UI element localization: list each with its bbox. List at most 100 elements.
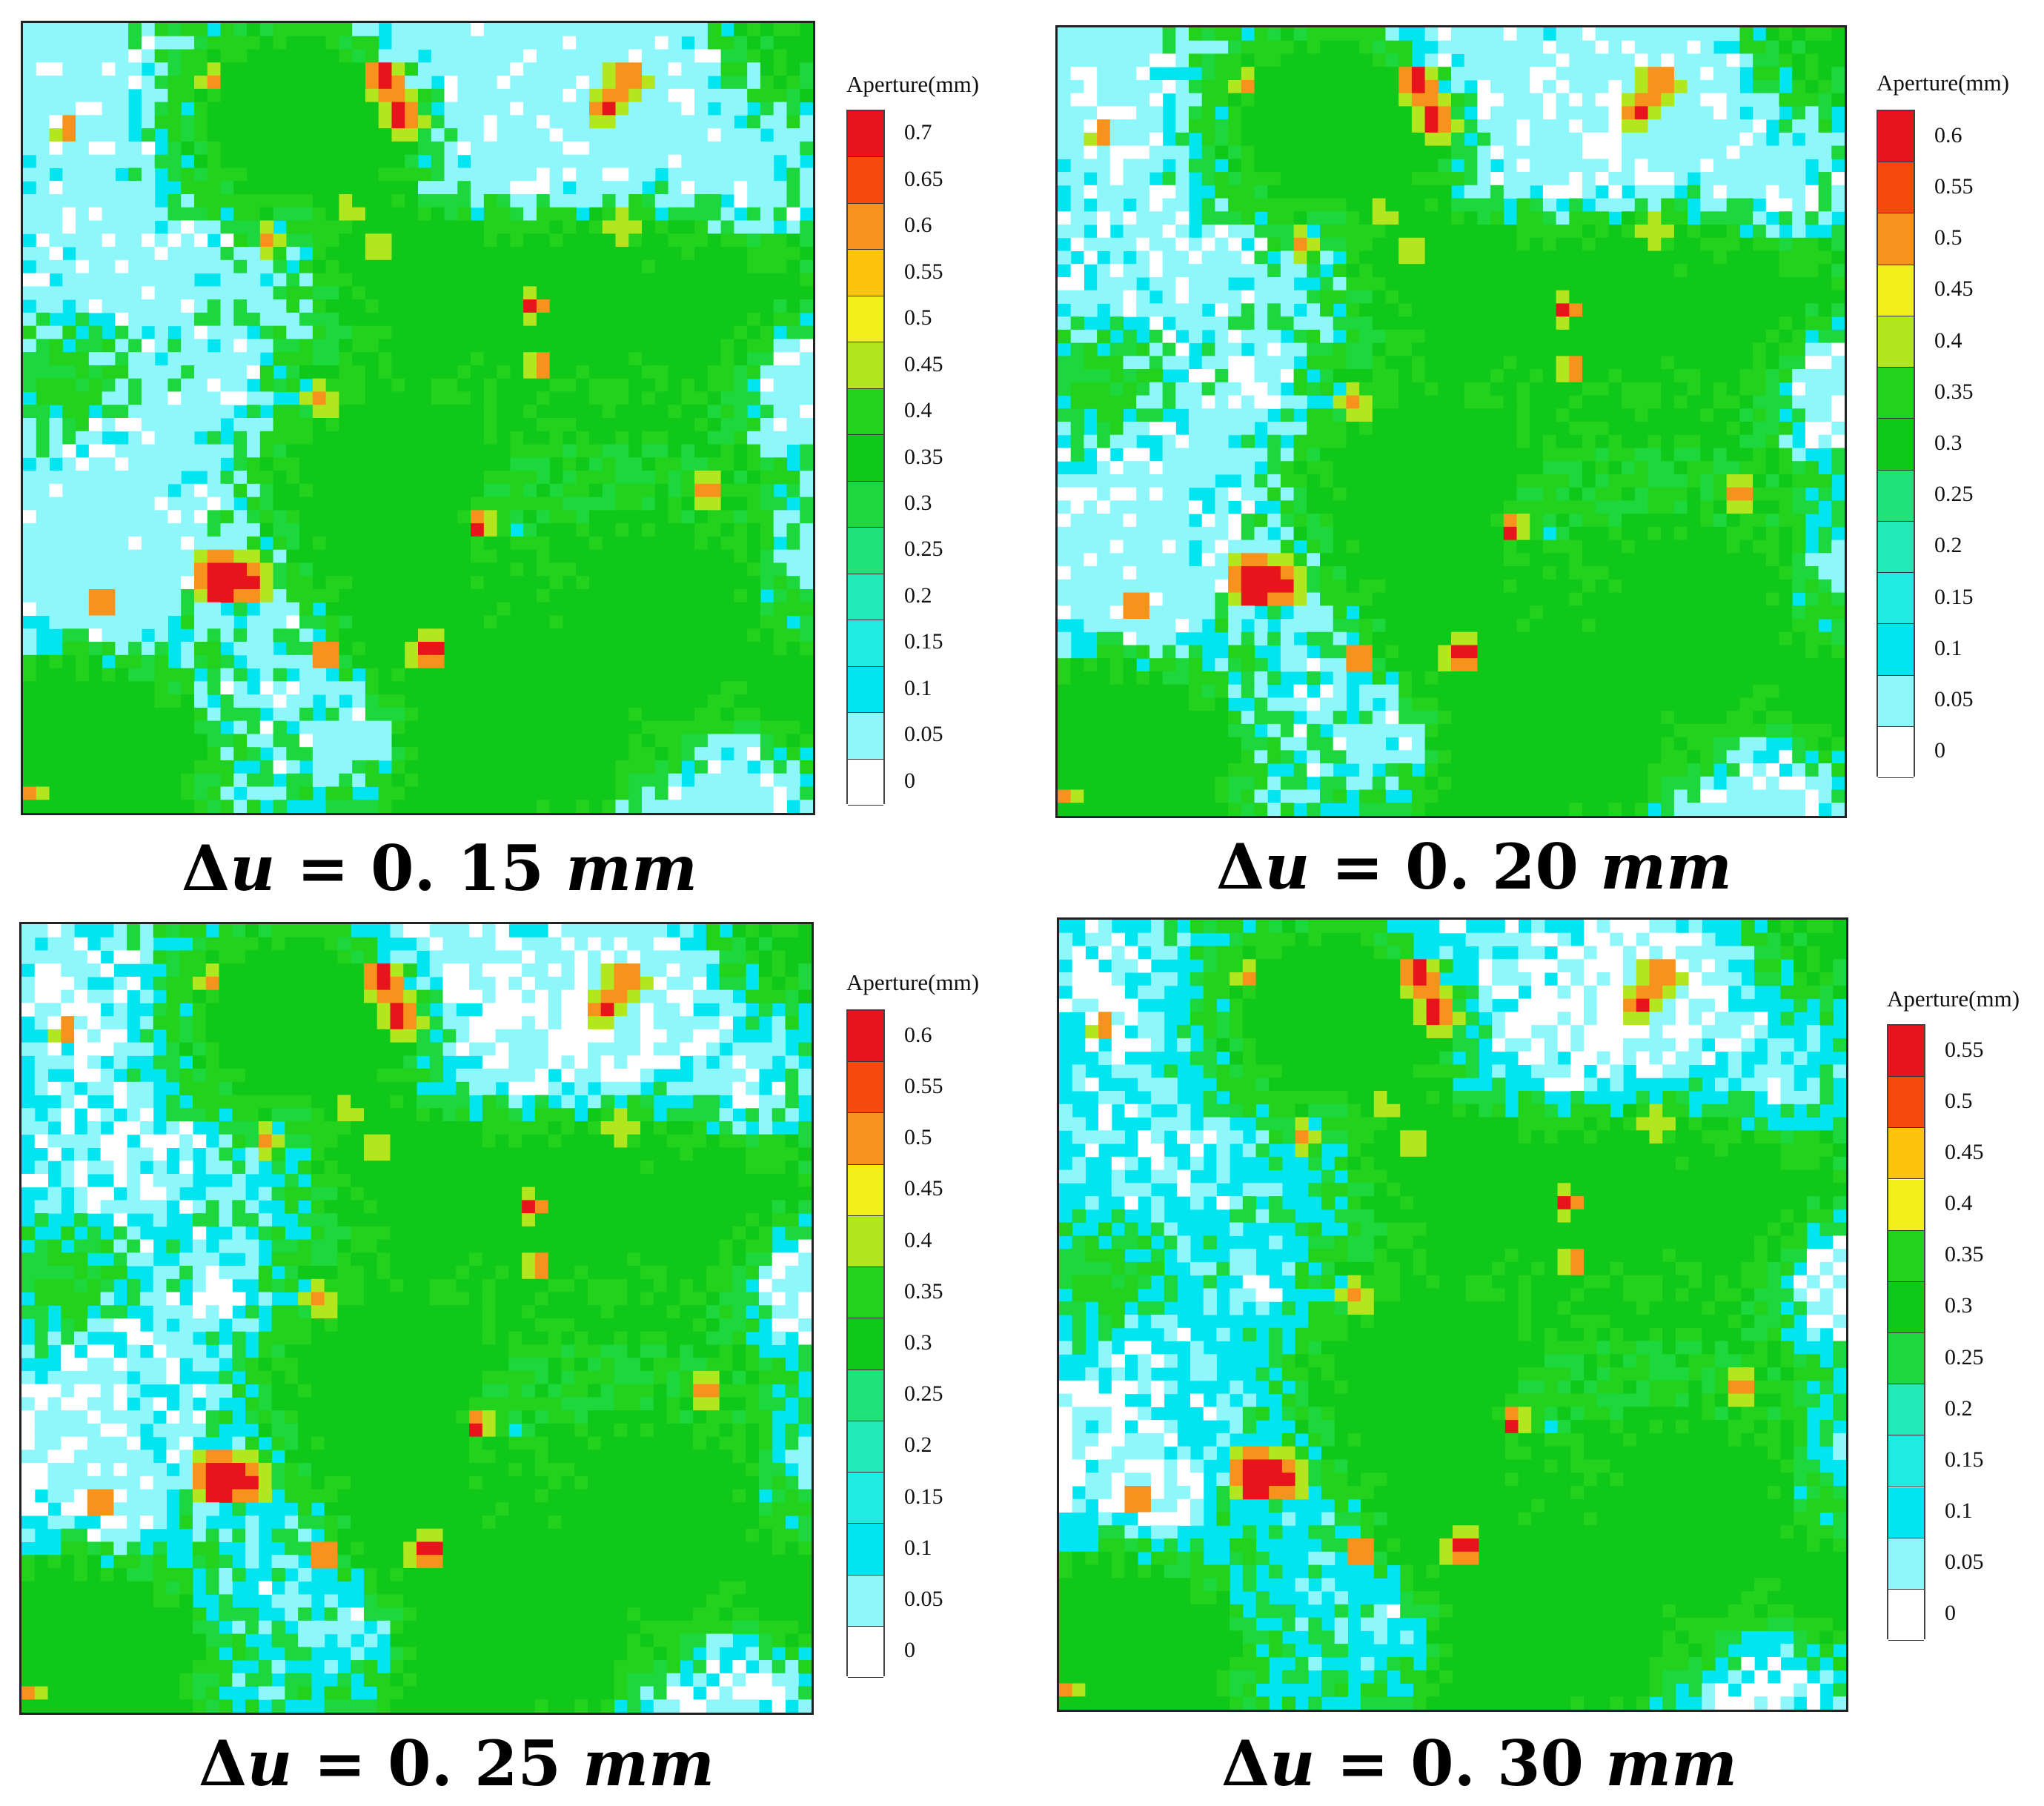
contour-cell xyxy=(365,339,379,353)
contour-cell xyxy=(681,181,695,195)
contour-cell xyxy=(668,378,682,393)
contour-cell xyxy=(325,88,339,103)
contour-cell xyxy=(1189,93,1203,107)
contour-cell xyxy=(1109,67,1124,81)
contour-cell xyxy=(1516,250,1530,265)
contour-cell xyxy=(115,391,129,405)
contour-cell xyxy=(62,549,76,563)
contour-cell xyxy=(576,325,590,339)
contour-cell xyxy=(325,720,339,734)
contour-cell xyxy=(549,786,563,800)
contour-cell xyxy=(1503,132,1518,147)
contour-cell xyxy=(1726,290,1740,304)
contour-cell xyxy=(1201,382,1215,396)
contour-cell xyxy=(457,642,471,656)
contour-cell xyxy=(760,694,774,708)
contour-cell xyxy=(510,391,524,405)
contour-cell xyxy=(747,49,761,63)
contour-cell xyxy=(1779,250,1793,265)
contour-cell xyxy=(247,259,261,274)
contour-cell xyxy=(786,786,800,800)
contour-cell xyxy=(602,49,617,63)
contour-cell xyxy=(405,391,419,405)
contour-cell xyxy=(247,431,261,445)
contour-cell xyxy=(1411,106,1426,120)
contour-cell xyxy=(1241,290,1255,304)
contour-cell xyxy=(88,615,103,629)
contour-cell xyxy=(378,391,393,405)
contour-cell xyxy=(1792,276,1806,291)
contour-cell xyxy=(588,102,603,116)
contour-cell xyxy=(615,88,629,103)
contour-cell xyxy=(1765,159,1780,173)
contour-cell xyxy=(418,352,432,366)
contour-cell xyxy=(1058,27,1072,42)
contour-cell xyxy=(1319,303,1334,317)
contour-cell xyxy=(628,128,643,142)
contour-cell xyxy=(62,23,76,37)
contour-cell xyxy=(800,128,813,142)
contour-cell xyxy=(181,286,195,300)
contour-cell xyxy=(365,720,379,734)
contour-cell xyxy=(1189,237,1203,252)
contour-cell xyxy=(707,681,722,695)
contour-cell xyxy=(602,497,617,511)
contour-cell xyxy=(668,734,682,748)
contour-cell xyxy=(563,602,577,617)
contour-cell xyxy=(510,299,524,313)
contour-cell xyxy=(1595,27,1609,42)
legend-swatch xyxy=(848,759,883,806)
contour-cell xyxy=(773,62,788,76)
contour-cell xyxy=(312,62,327,76)
contour-cell xyxy=(352,62,366,76)
contour-cell xyxy=(642,654,656,669)
contour-cell xyxy=(1818,132,1832,147)
contour-cell xyxy=(1530,40,1544,55)
contour-cell xyxy=(563,312,577,327)
contour-cell xyxy=(1307,172,1321,186)
contour-cell xyxy=(391,444,405,458)
contour-cell xyxy=(247,49,261,63)
contour-cell xyxy=(325,247,339,261)
contour-cell xyxy=(1661,356,1675,370)
contour-cell xyxy=(247,102,261,116)
contour-cell xyxy=(141,286,156,300)
contour-cell xyxy=(1556,40,1570,55)
contour-cell xyxy=(734,760,748,774)
contour-cell xyxy=(312,497,327,511)
contour-cell xyxy=(115,141,129,156)
contour-cell xyxy=(115,471,129,485)
contour-cell xyxy=(523,207,537,222)
contour-cell xyxy=(88,444,103,458)
contour-cell xyxy=(405,193,419,208)
contour-cell xyxy=(1058,145,1072,159)
contour-cell xyxy=(786,286,800,300)
contour-cell xyxy=(588,615,603,629)
contour-cell xyxy=(510,602,524,617)
contour-cell xyxy=(102,233,116,248)
contour-cell xyxy=(1542,119,1557,133)
contour-cell xyxy=(1136,237,1150,252)
contour-cell xyxy=(62,115,76,129)
contour-cell xyxy=(1307,93,1321,107)
contour-cell xyxy=(1411,198,1426,212)
contour-cell xyxy=(207,549,222,563)
contour-cell xyxy=(1424,237,1439,252)
contour-cell xyxy=(483,154,498,168)
contour-cell xyxy=(773,365,788,379)
contour-cell xyxy=(523,694,537,708)
contour-cell xyxy=(786,23,800,37)
contour-cell xyxy=(668,62,682,76)
contour-cell xyxy=(325,497,339,511)
contour-cell xyxy=(615,720,629,734)
contour-cell xyxy=(642,339,656,353)
contour-cell xyxy=(1831,276,1845,291)
contour-cell xyxy=(1713,276,1728,291)
contour-cell xyxy=(457,36,471,50)
contour-cell xyxy=(181,654,195,669)
legend-tick-label: 0.55 xyxy=(904,259,943,284)
contour-cell xyxy=(1490,369,1504,383)
contour-cell xyxy=(88,115,103,129)
contour-cell xyxy=(259,286,274,300)
contour-cell xyxy=(588,431,603,445)
